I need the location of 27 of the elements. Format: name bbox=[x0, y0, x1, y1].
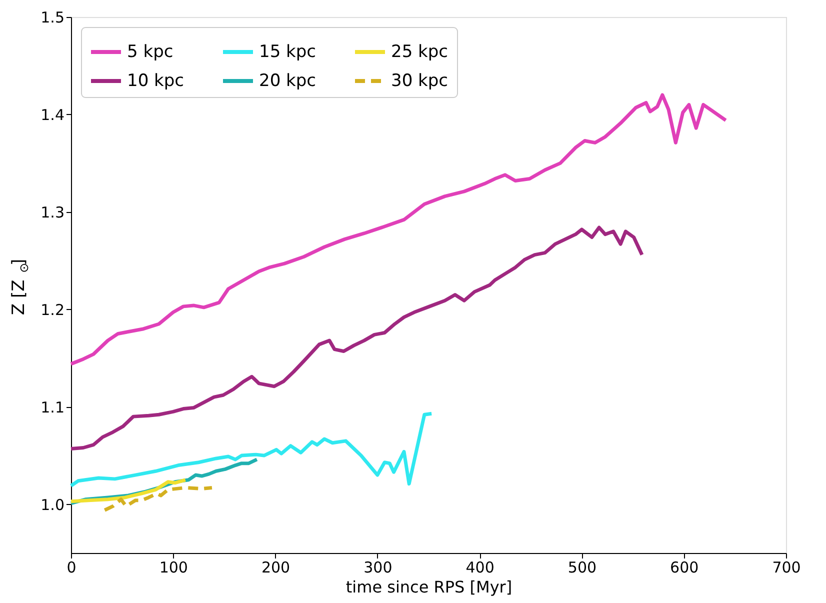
x-tick-label: 100 bbox=[159, 558, 188, 576]
x-tick-label: 300 bbox=[364, 558, 392, 576]
x-axis-title: time since RPS [Myr] bbox=[346, 578, 512, 596]
legend-label: 10 kpc bbox=[127, 71, 184, 91]
x-tick-label: 600 bbox=[670, 558, 699, 576]
x-tick-label: 200 bbox=[261, 558, 290, 576]
x-tick-label: 400 bbox=[466, 558, 494, 576]
y-tick-label: 1.1 bbox=[40, 398, 64, 416]
line-series bbox=[102, 486, 214, 512]
legend-label: 20 kpc bbox=[259, 71, 316, 91]
x-tick-label: 700 bbox=[772, 558, 801, 576]
x-tick-label: 500 bbox=[568, 558, 597, 576]
y-tick-label: 1.2 bbox=[40, 300, 64, 319]
line-series bbox=[69, 93, 728, 366]
y-tick-label: 1.5 bbox=[40, 8, 64, 26]
line-series bbox=[69, 226, 644, 450]
legend-label: 25 kpc bbox=[391, 42, 448, 62]
y-tick-label: 1.3 bbox=[40, 203, 64, 222]
legend-label: 5 kpc bbox=[127, 42, 174, 62]
line-series bbox=[69, 412, 434, 488]
x-tick-label: 0 bbox=[66, 558, 76, 576]
y-tick-label: 1.4 bbox=[40, 106, 64, 124]
line-series bbox=[69, 478, 188, 504]
legend-label: 30 kpc bbox=[391, 71, 448, 91]
y-tick-label: 1.0 bbox=[40, 496, 64, 514]
y-axis-title: Z [Z⊙] bbox=[9, 258, 31, 316]
legend-label: 15 kpc bbox=[259, 42, 316, 62]
